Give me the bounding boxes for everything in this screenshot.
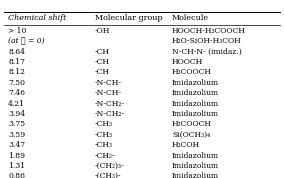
Text: H₃COOCH: H₃COOCH bbox=[172, 120, 212, 128]
Text: H₂O-SiOH-H₃COH: H₂O-SiOH-H₃COH bbox=[172, 37, 242, 45]
Text: Imidazolium: Imidazolium bbox=[172, 172, 219, 178]
Text: Si(OCH₃)₄: Si(OCH₃)₄ bbox=[172, 131, 210, 139]
Text: Imidazolium: Imidazolium bbox=[172, 100, 219, 108]
Text: Imidazolium: Imidazolium bbox=[172, 162, 219, 170]
Text: Molecular group: Molecular group bbox=[95, 14, 163, 22]
Text: -CH: -CH bbox=[95, 68, 110, 76]
Text: -CH₃: -CH₃ bbox=[95, 131, 113, 139]
Text: 1.31: 1.31 bbox=[8, 162, 25, 170]
Text: Chemical shift: Chemical shift bbox=[8, 14, 66, 22]
Text: -OH: -OH bbox=[95, 27, 110, 35]
Text: 0.86: 0.86 bbox=[8, 172, 25, 178]
Text: 3.75: 3.75 bbox=[8, 120, 25, 128]
Text: H₃COOCH: H₃COOCH bbox=[172, 68, 212, 76]
Text: (at ℱ = 0): (at ℱ = 0) bbox=[8, 37, 45, 45]
Text: 7.46: 7.46 bbox=[8, 89, 25, 97]
Text: > 10: > 10 bbox=[8, 27, 26, 35]
Text: 1.89: 1.89 bbox=[8, 151, 25, 159]
Text: 8.17: 8.17 bbox=[8, 58, 25, 66]
Text: 3.94: 3.94 bbox=[8, 110, 25, 118]
Text: 8.64: 8.64 bbox=[8, 48, 25, 56]
Text: Imidazolium: Imidazolium bbox=[172, 79, 219, 87]
Text: 4.21: 4.21 bbox=[8, 100, 25, 108]
Text: -CH: -CH bbox=[95, 48, 110, 56]
Text: HOOCH-H₃COOCH: HOOCH-H₃COOCH bbox=[172, 27, 246, 35]
Text: N-CH-N- (imidaz.): N-CH-N- (imidaz.) bbox=[172, 48, 242, 56]
Text: Imidazolium: Imidazolium bbox=[172, 110, 219, 118]
Text: -CH₂-: -CH₂- bbox=[95, 151, 116, 159]
Text: Imidazolium: Imidazolium bbox=[172, 89, 219, 97]
Text: 3.47: 3.47 bbox=[8, 141, 25, 149]
Text: -N-CH₂-: -N-CH₂- bbox=[95, 100, 125, 108]
Text: -CH₃: -CH₃ bbox=[95, 120, 113, 128]
Text: -N-CH-: -N-CH- bbox=[95, 79, 122, 87]
Text: -CH: -CH bbox=[95, 58, 110, 66]
Text: -(CH₃)-: -(CH₃)- bbox=[95, 172, 122, 178]
Text: Molecule: Molecule bbox=[172, 14, 209, 22]
Text: 8.12: 8.12 bbox=[8, 68, 25, 76]
Text: -N-CH₂-: -N-CH₂- bbox=[95, 110, 125, 118]
Text: -CH₃: -CH₃ bbox=[95, 141, 113, 149]
Text: H₃COH: H₃COH bbox=[172, 141, 200, 149]
Text: 3.59: 3.59 bbox=[8, 131, 25, 139]
Text: -(CH₂)₃-: -(CH₂)₃- bbox=[95, 162, 125, 170]
Text: Imidazolium: Imidazolium bbox=[172, 151, 219, 159]
Text: HOOCH: HOOCH bbox=[172, 58, 203, 66]
Text: 7.50: 7.50 bbox=[8, 79, 25, 87]
Text: -N-CH-: -N-CH- bbox=[95, 89, 122, 97]
